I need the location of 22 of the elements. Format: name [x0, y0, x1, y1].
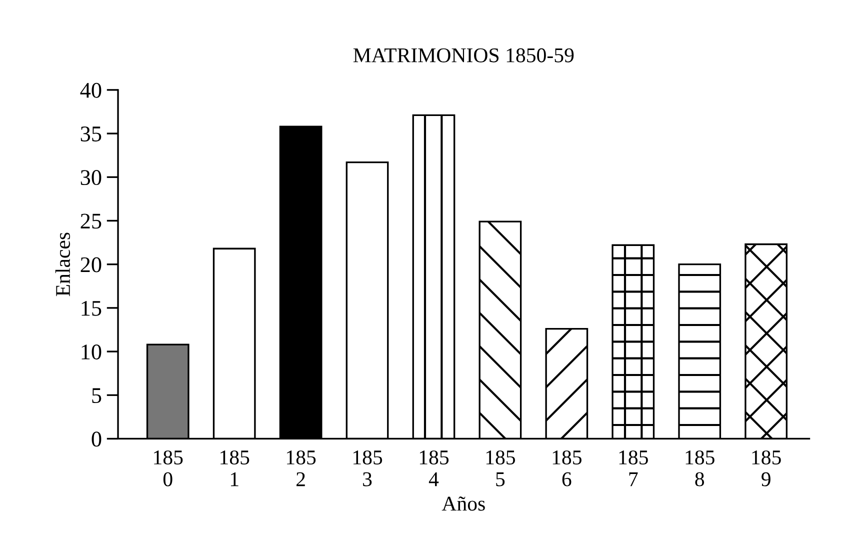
y-tick-label: 30 — [80, 170, 102, 186]
y-tick-label: 20 — [80, 257, 102, 272]
x-tick-label: 185 3 — [353, 450, 382, 486]
y-tick-label: 40 — [80, 82, 102, 98]
x-tick-label: 185 4 — [420, 450, 449, 486]
y-tick-label: 5 — [92, 388, 102, 404]
x-tick-label: 185 1 — [220, 450, 250, 486]
x-axis-title: Años — [442, 496, 485, 511]
y-axis-title: Enlaces — [55, 232, 70, 296]
x-tick-label: 185 5 — [486, 450, 516, 486]
x-tick-label: 185 9 — [752, 450, 781, 486]
x-tick-label: 185 0 — [154, 450, 183, 486]
y-tick-label: 0 — [92, 432, 102, 447]
y-tick-label: 15 — [82, 300, 102, 316]
chart-title: MATRIMONIOS 1850-59 — [353, 48, 574, 62]
x-tick-label: 185 8 — [686, 450, 714, 486]
y-tick-label: 25 — [80, 214, 102, 229]
x-tick-label: 185 6 — [552, 450, 582, 486]
x-tick-label: 185 2 — [287, 450, 316, 486]
y-tick-label: 10 — [82, 344, 102, 360]
x-tick-label: 185 7 — [619, 450, 648, 486]
y-tick-label: 35 — [80, 126, 102, 142]
